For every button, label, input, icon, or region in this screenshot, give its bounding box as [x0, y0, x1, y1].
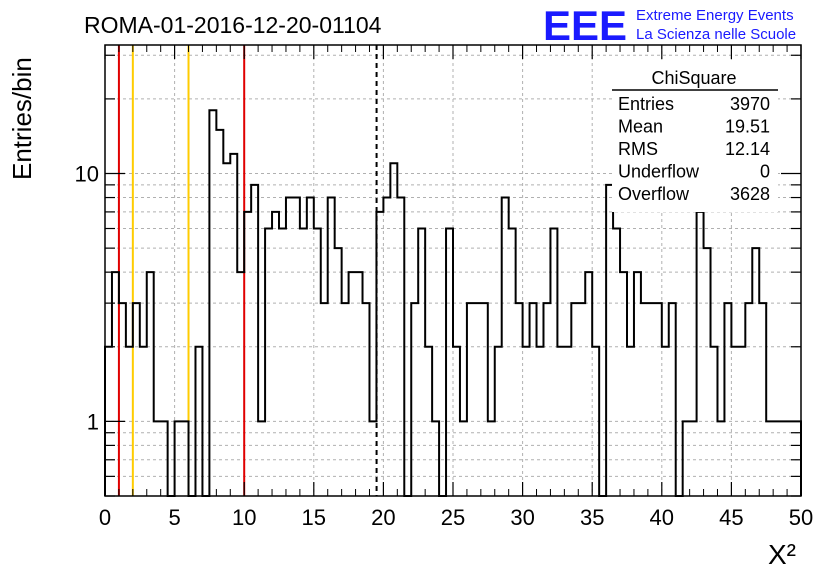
x-tick-label: 30: [510, 505, 534, 530]
stats-value: 19.51: [725, 117, 770, 137]
stats-label: Mean: [618, 117, 663, 137]
stats-label: Entries: [618, 94, 674, 114]
y-tick-label: 10: [75, 162, 99, 187]
x-tick-label: 0: [99, 505, 111, 530]
histogram-outline: [104, 109, 802, 497]
x-tick-label: 10: [232, 505, 256, 530]
stats-value: 3970: [730, 94, 770, 114]
stats-value: 3628: [730, 184, 770, 204]
stats-box: ChiSquare Entries 3970 Mean 19.51 RMS 12.14 Un…: [612, 62, 778, 212]
logo-line-1: Extreme Energy Events: [636, 7, 794, 24]
x-axis-label: X²: [768, 539, 796, 570]
x-tick-label: 40: [650, 505, 674, 530]
eee-logo: EEE Extreme Energy Events La Scienza nel…: [543, 2, 796, 49]
chart-title: ROMA-01-2016-12-20-01104: [84, 12, 382, 38]
x-tick-label: 15: [302, 505, 326, 530]
y-axis-ticks: 1 10: [75, 54, 801, 497]
x-tick-label: 5: [168, 505, 180, 530]
stats-title: ChiSquare: [651, 68, 736, 88]
stats-label: RMS: [618, 139, 658, 159]
x-tick-label: 35: [580, 505, 604, 530]
logo-text: EEE: [543, 2, 627, 49]
x-tick-label: 20: [371, 505, 395, 530]
x-tick-label: 25: [441, 505, 465, 530]
stats-value: 12.14: [725, 139, 770, 159]
stats-label: Overflow: [618, 184, 690, 204]
logo-line-2: La Scienza nelle Scuole: [636, 26, 796, 43]
y-tick-label: 1: [87, 409, 99, 434]
x-axis-ticks: 0 5 10 15 20 25 30 35 40 45 50: [99, 45, 813, 530]
y-axis-label: Entries/bin: [7, 57, 37, 180]
stats-value: 0: [760, 162, 770, 182]
x-tick-label: 50: [789, 505, 813, 530]
x-tick-label: 45: [719, 505, 743, 530]
stats-label: Underflow: [618, 162, 700, 182]
